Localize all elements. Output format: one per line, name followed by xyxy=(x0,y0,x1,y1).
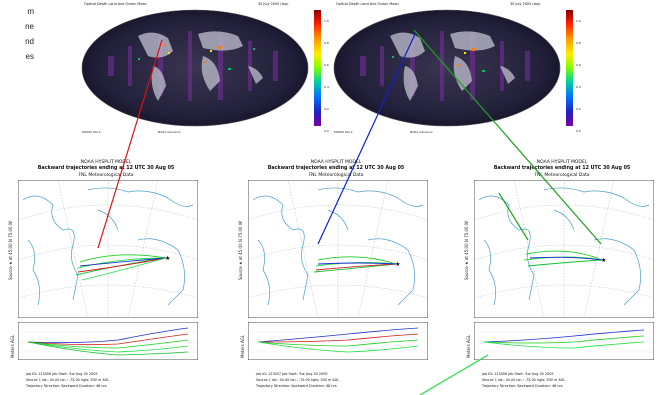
satellite-map-title: Optical Depth Land And Ocean Mean xyxy=(336,2,399,6)
hysplit-vertical-profile xyxy=(248,322,428,360)
hysplit-vertical-profile xyxy=(18,322,198,360)
side-text-line: nd xyxy=(25,37,34,46)
side-text-line: m xyxy=(27,7,34,16)
hysplit-vertical-ylabel: Meters AGL xyxy=(466,335,471,358)
hysplit-header-3: FNL Meteorological Data xyxy=(308,173,364,178)
hysplit-map: ★ xyxy=(18,180,198,318)
hysplit-map: ★ xyxy=(474,180,654,318)
satellite-map-title: Optical Depth Land And Ocean Mean xyxy=(84,2,147,6)
colorbar-tick: 0.4 xyxy=(324,85,329,89)
colorbar-tick: 0.6 xyxy=(324,63,329,67)
satellite-map-panel-2: Optical Depth Land And Ocean Mean 30 Jul… xyxy=(330,0,581,138)
hysplit-vertical-ylabel: Meters AGL xyxy=(240,335,245,358)
hysplit-header-3: FNL Meteorological Data xyxy=(534,173,590,178)
hysplit-footer-1: Job ID: 123458 Job Start: Tue Aug 30 200… xyxy=(482,372,554,376)
hysplit-footer-1: Job ID: 123456 Job Start: Tue Aug 30 200… xyxy=(26,372,98,376)
colorbar-tick: 0.0 xyxy=(324,129,329,133)
hysplit-header-3: FNL Meteorological Data xyxy=(78,173,134,178)
colorbar-tick: 0.6 xyxy=(576,63,581,67)
hysplit-map-ylabel: Source ★ at 45.00 N 75.00 W xyxy=(8,221,13,280)
hysplit-header-1: NOAA HYSPLIT MODEL xyxy=(80,160,132,165)
colorbar-tick: 0.2 xyxy=(324,107,329,111)
hysplit-header-2: Backward trajectories ending at 12 UTC 3… xyxy=(37,166,175,171)
satellite-map-globe xyxy=(333,9,561,127)
colorbar-tick: 1.0 xyxy=(324,19,329,23)
side-text-fragment: m ne nd es xyxy=(0,4,34,64)
colorbar-labels: 1.0 0.8 0.6 0.4 0.2 0.0 xyxy=(324,10,329,142)
colorbar-labels: 1.0 0.8 0.6 0.4 0.2 0.0 xyxy=(576,10,581,142)
hysplit-footer-3: Trajectory Direction: Backward Duration:… xyxy=(482,384,563,388)
colorbar-tick: 0.8 xyxy=(324,41,329,45)
hysplit-trajectory-panel-3: NOAA HYSPLIT MODEL Backward trajectories… xyxy=(462,160,662,395)
hysplit-footer-3: Trajectory Direction: Backward Duration:… xyxy=(26,384,107,388)
side-text-line: ne xyxy=(25,22,34,31)
satellite-map-footer-right: NASA Giovanni xyxy=(158,130,181,134)
hysplit-trajectory-panel-2: NOAA HYSPLIT MODEL Backward trajectories… xyxy=(236,160,436,395)
hysplit-footer-1: Job ID: 123457 Job Start: Tue Aug 30 200… xyxy=(256,372,328,376)
satellite-map-footer-left: MODIS Terra xyxy=(334,130,353,134)
satellite-map-date: 30 July 2005 (top) xyxy=(510,2,541,6)
colorbar xyxy=(566,10,573,126)
hysplit-vertical-ylabel: Meters AGL xyxy=(10,335,15,358)
hysplit-map-ylabel: Source ★ at 45.00 N 75.00 W xyxy=(464,221,469,280)
hysplit-header-2: Backward trajectories ending at 12 UTC 3… xyxy=(267,166,405,171)
satellite-map-footer-left: MODIS Terra xyxy=(82,130,101,134)
hysplit-footer-2: Source 1 lat.: 45.00 lon.: -75.00 hgts: … xyxy=(256,378,340,382)
hysplit-footer-2: Source 1 lat.: 45.00 lon.: -75.00 hgts: … xyxy=(482,378,566,382)
colorbar-tick: 0.2 xyxy=(576,107,581,111)
hysplit-header-2: Backward trajectories ending at 12 UTC 3… xyxy=(493,166,631,171)
hysplit-vertical-profile xyxy=(474,322,654,360)
side-text-line: es xyxy=(25,52,34,61)
colorbar-tick: 1.0 xyxy=(576,19,581,23)
satellite-map-footer-right: NASA Giovanni xyxy=(410,130,433,134)
colorbar xyxy=(314,10,321,126)
svg-text:★: ★ xyxy=(165,255,170,262)
svg-text:★: ★ xyxy=(395,261,400,268)
hysplit-footer-2: Source 1 lat.: 45.00 lon.: -75.00 hgts: … xyxy=(26,378,110,382)
colorbar-tick: 0.8 xyxy=(576,41,581,45)
satellite-map-panel-1: Optical Depth Land And Ocean Mean 30 Jul… xyxy=(78,0,329,138)
svg-text:★: ★ xyxy=(601,257,606,264)
hysplit-header-1: NOAA HYSPLIT MODEL xyxy=(310,160,362,165)
satellite-map-date: 30 July 2005 (top) xyxy=(258,2,289,6)
hysplit-footer-3: Trajectory Direction: Backward Duration:… xyxy=(256,384,337,388)
hysplit-trajectory-panel-1: NOAA HYSPLIT MODEL Backward trajectories… xyxy=(6,160,206,395)
satellite-map-globe xyxy=(81,9,309,127)
hysplit-map-ylabel: Source ★ at 45.00 N 75.00 W xyxy=(238,221,243,280)
colorbar-tick: 0.4 xyxy=(576,85,581,89)
hysplit-map: ★ xyxy=(248,180,428,318)
hysplit-header-1: NOAA HYSPLIT MODEL xyxy=(536,160,588,165)
colorbar-tick: 0.0 xyxy=(576,129,581,133)
